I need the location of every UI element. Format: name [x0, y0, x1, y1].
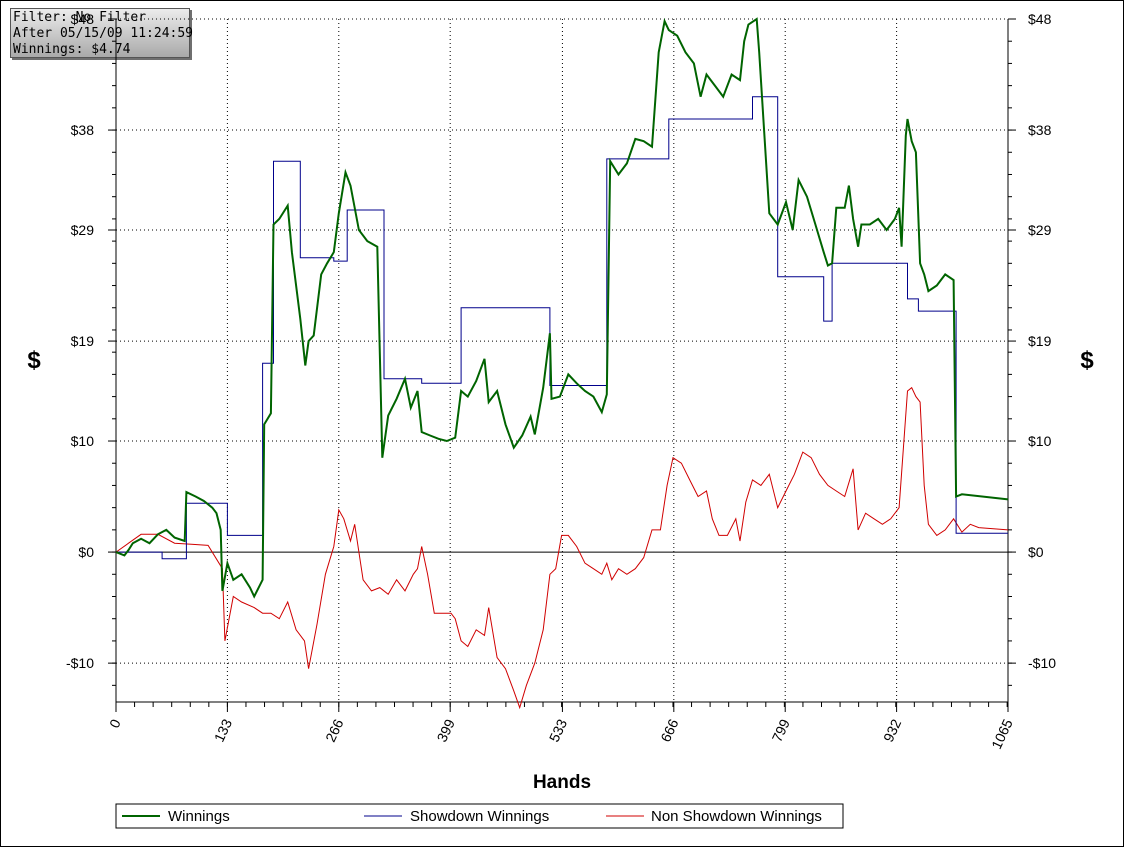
- y-tick-label-left: $38: [71, 122, 95, 138]
- filter-label: Filter: No Filter: [13, 10, 147, 25]
- series-line-non-showdown-winnings: [115, 386, 1009, 710]
- y-tick-label-right: $48: [1028, 11, 1052, 27]
- x-tick-label: 799: [769, 716, 793, 744]
- x-axis-title: Hands: [533, 772, 591, 793]
- series-layer: [115, 17, 1009, 710]
- legend-box: [115, 803, 844, 829]
- y-tick-label-right: $0: [1028, 544, 1044, 560]
- series-line-winnings: [115, 17, 1009, 599]
- y-tick-label-left: $29: [71, 222, 95, 238]
- legend-label-showdown: Showdown Winnings: [410, 808, 549, 825]
- y-tick-label-left: $19: [71, 333, 95, 349]
- x-tick-label: 1065: [988, 716, 1016, 751]
- x-tick-label: 932: [880, 716, 904, 744]
- date-filter-label: After 05/15/09 11:24:59: [13, 26, 194, 41]
- legend-label-winnings: Winnings: [168, 808, 230, 825]
- y-tick-label-right: -$10: [1028, 655, 1056, 671]
- y-axis-title-right: $: [1080, 347, 1094, 374]
- y-tick-label-right: $29: [1028, 222, 1052, 238]
- y-tick-label-left: $0: [78, 544, 94, 560]
- x-tick-label: 0: [106, 716, 124, 730]
- y-tick-label-right: $10: [1028, 433, 1052, 449]
- y-tick-label-right: $38: [1028, 122, 1052, 138]
- y-tick-label-left: -$10: [66, 655, 94, 671]
- x-tick-label: 399: [434, 716, 458, 744]
- filter-info-box: Filter: No Filter After 05/15/09 11:24:5…: [10, 8, 194, 58]
- legend: Winnings Showdown Winnings Non Showdown …: [115, 803, 844, 829]
- y-axis-title-left: $: [27, 347, 41, 374]
- x-tick-label: 266: [322, 716, 346, 744]
- x-tick-label: 533: [546, 716, 570, 744]
- grid-lines: [116, 18, 1008, 702]
- y-tick-label-left: $48: [71, 11, 95, 27]
- legend-label-non-showdown: Non Showdown Winnings: [651, 808, 822, 825]
- x-tick-label: 133: [211, 716, 235, 744]
- y-tick-label-left: $10: [71, 433, 95, 449]
- y-tick-label-right: $19: [1028, 333, 1052, 349]
- winnings-summary: Winnings: $4.74: [13, 42, 131, 57]
- x-tick-label: 666: [657, 716, 681, 744]
